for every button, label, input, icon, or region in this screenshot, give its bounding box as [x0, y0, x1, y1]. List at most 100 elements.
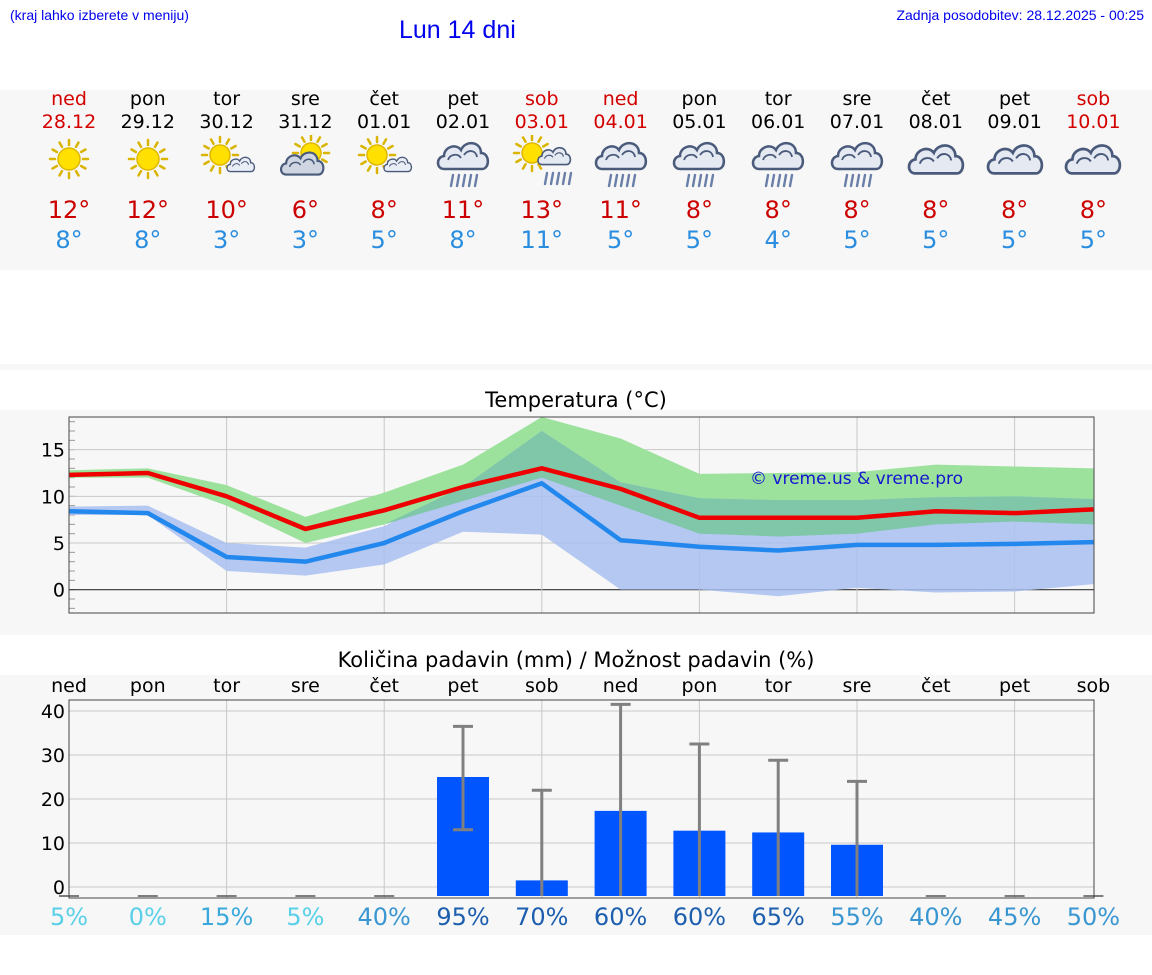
precip-probability: 55% — [830, 903, 884, 931]
sun-cloud-icon — [357, 135, 413, 175]
max-temperature: 8° — [764, 196, 792, 224]
rain-cloud-icon — [830, 142, 884, 188]
y-tick-label: 0 — [53, 580, 65, 602]
precip-day-label: čet — [921, 675, 951, 697]
y-tick-label: 40 — [41, 701, 65, 723]
y-tick-label: 0 — [53, 877, 65, 899]
day-date: 28.12 — [41, 111, 97, 133]
max-temperature: 12° — [126, 196, 170, 224]
max-temperature: 8° — [922, 196, 950, 224]
temperature-chart: 0 5 10 15 © vreme.us & vreme.pro — [41, 416, 1095, 614]
precipitation-chart: 0 10 20 30 40 — [41, 699, 1104, 899]
min-temperature: 4° — [764, 226, 792, 254]
day-date: 10.01 — [1066, 111, 1121, 133]
day-name: čet — [369, 88, 399, 110]
precip-day-label: sob — [1076, 675, 1111, 697]
max-temperature: 8° — [1000, 196, 1029, 224]
min-temperature: 5° — [606, 226, 635, 254]
rain-cloud-icon — [751, 142, 805, 188]
max-temperature: 8° — [843, 196, 871, 224]
max-temperature: 10° — [205, 196, 248, 224]
day-name: pon — [681, 88, 718, 110]
min-temperature: 8° — [55, 226, 83, 254]
day-date: 31.12 — [278, 111, 333, 133]
max-temperature: 8° — [370, 196, 398, 224]
day-name: sob — [525, 88, 559, 110]
precip-day-label: pet — [998, 675, 1031, 697]
min-temperature: 8° — [134, 226, 162, 254]
max-temperature: 11° — [599, 196, 642, 224]
day-name: čet — [921, 88, 951, 110]
precip-day-label: ned — [602, 675, 639, 697]
day-date: 06.01 — [750, 111, 806, 133]
overlap-band — [69, 431, 1094, 543]
min-temperature-line — [68, 481, 1094, 564]
precip-day-label: sre — [290, 675, 320, 697]
precip-day-label: tor — [213, 675, 241, 697]
page-title[interactable]: Lun 14 dni — [399, 16, 516, 44]
day-date: 07.01 — [829, 111, 885, 133]
plot-frame — [68, 699, 1095, 899]
rain-cloud-icon — [673, 142, 726, 188]
watermark: © vreme.us & vreme.pro — [750, 469, 963, 489]
precipitation-chart-title: Količina padavin (mm) / Možnost padavin … — [337, 648, 815, 672]
precip-day-label: sob — [525, 675, 559, 697]
min-temperature: 5° — [685, 226, 714, 254]
plot-frame — [68, 416, 1095, 614]
precip-day-label: pet — [447, 675, 479, 697]
cloud-icon — [1065, 144, 1122, 175]
precip-day-label: ned — [51, 675, 87, 697]
day-date: 02.01 — [435, 111, 491, 133]
y-tick-label: 30 — [41, 745, 65, 767]
precip-day-label: čet — [369, 675, 399, 697]
day-name: ned — [602, 88, 639, 110]
min-temperature: 3° — [291, 226, 320, 254]
precip-probability: 5% — [286, 903, 325, 931]
min-temperature: 5° — [1079, 226, 1108, 254]
day-date: 03.01 — [514, 111, 569, 133]
precip-probability: 70% — [515, 903, 569, 931]
sun-cloud-icon — [200, 135, 255, 175]
sun-rain-icon — [512, 135, 572, 186]
min-temperature: 5° — [370, 226, 398, 254]
y-tick-label: 5 — [53, 533, 65, 555]
precip-probability: 60% — [593, 903, 648, 931]
min-temperature: 3° — [212, 226, 241, 254]
day-name: pon — [129, 88, 166, 110]
precip-day-label: pon — [681, 675, 718, 697]
day-name: pet — [998, 88, 1031, 110]
min-temperature: 5° — [843, 226, 871, 254]
min-temperature: 5° — [922, 226, 950, 254]
precip-probability: 95% — [436, 903, 490, 931]
precip-probability: 50% — [1066, 903, 1121, 931]
precip-probability: 65% — [751, 903, 805, 931]
precip-probability: 5% — [49, 903, 89, 931]
separator — [0, 364, 1152, 370]
cloud-icon — [907, 144, 965, 175]
day-name: pet — [447, 88, 479, 110]
day-name: sre — [290, 88, 320, 110]
precip-probability: 40% — [357, 903, 411, 931]
max-temperature: 12° — [47, 196, 91, 224]
max-temperature: 8° — [685, 196, 714, 224]
precip-probability: 60% — [672, 903, 727, 931]
precip-day-label: sre — [842, 675, 872, 697]
precip-probability: 15% — [199, 903, 254, 931]
precip-day-label: pon — [129, 675, 166, 697]
day-name: ned — [51, 88, 87, 110]
min-temperature: 11° — [520, 226, 564, 254]
sun-icon — [127, 138, 169, 180]
day-date: 09.01 — [987, 111, 1042, 133]
sun-icon — [48, 138, 90, 180]
day-name: tor — [764, 88, 792, 110]
location-hint[interactable]: (kraj lahko izberete v meniju) — [10, 7, 189, 23]
y-tick-label: 20 — [41, 789, 65, 811]
min-temperature: 8° — [449, 226, 477, 254]
sun-behind-cloud-icon — [280, 135, 331, 176]
temperature-chart-title: Temperatura (°C) — [485, 388, 667, 412]
precip-probability: 40% — [909, 903, 963, 931]
min-temperature: 5° — [1000, 226, 1029, 254]
rain-cloud-icon — [594, 142, 647, 188]
day-date: 04.01 — [593, 111, 648, 133]
precip-day-label: tor — [764, 675, 792, 697]
